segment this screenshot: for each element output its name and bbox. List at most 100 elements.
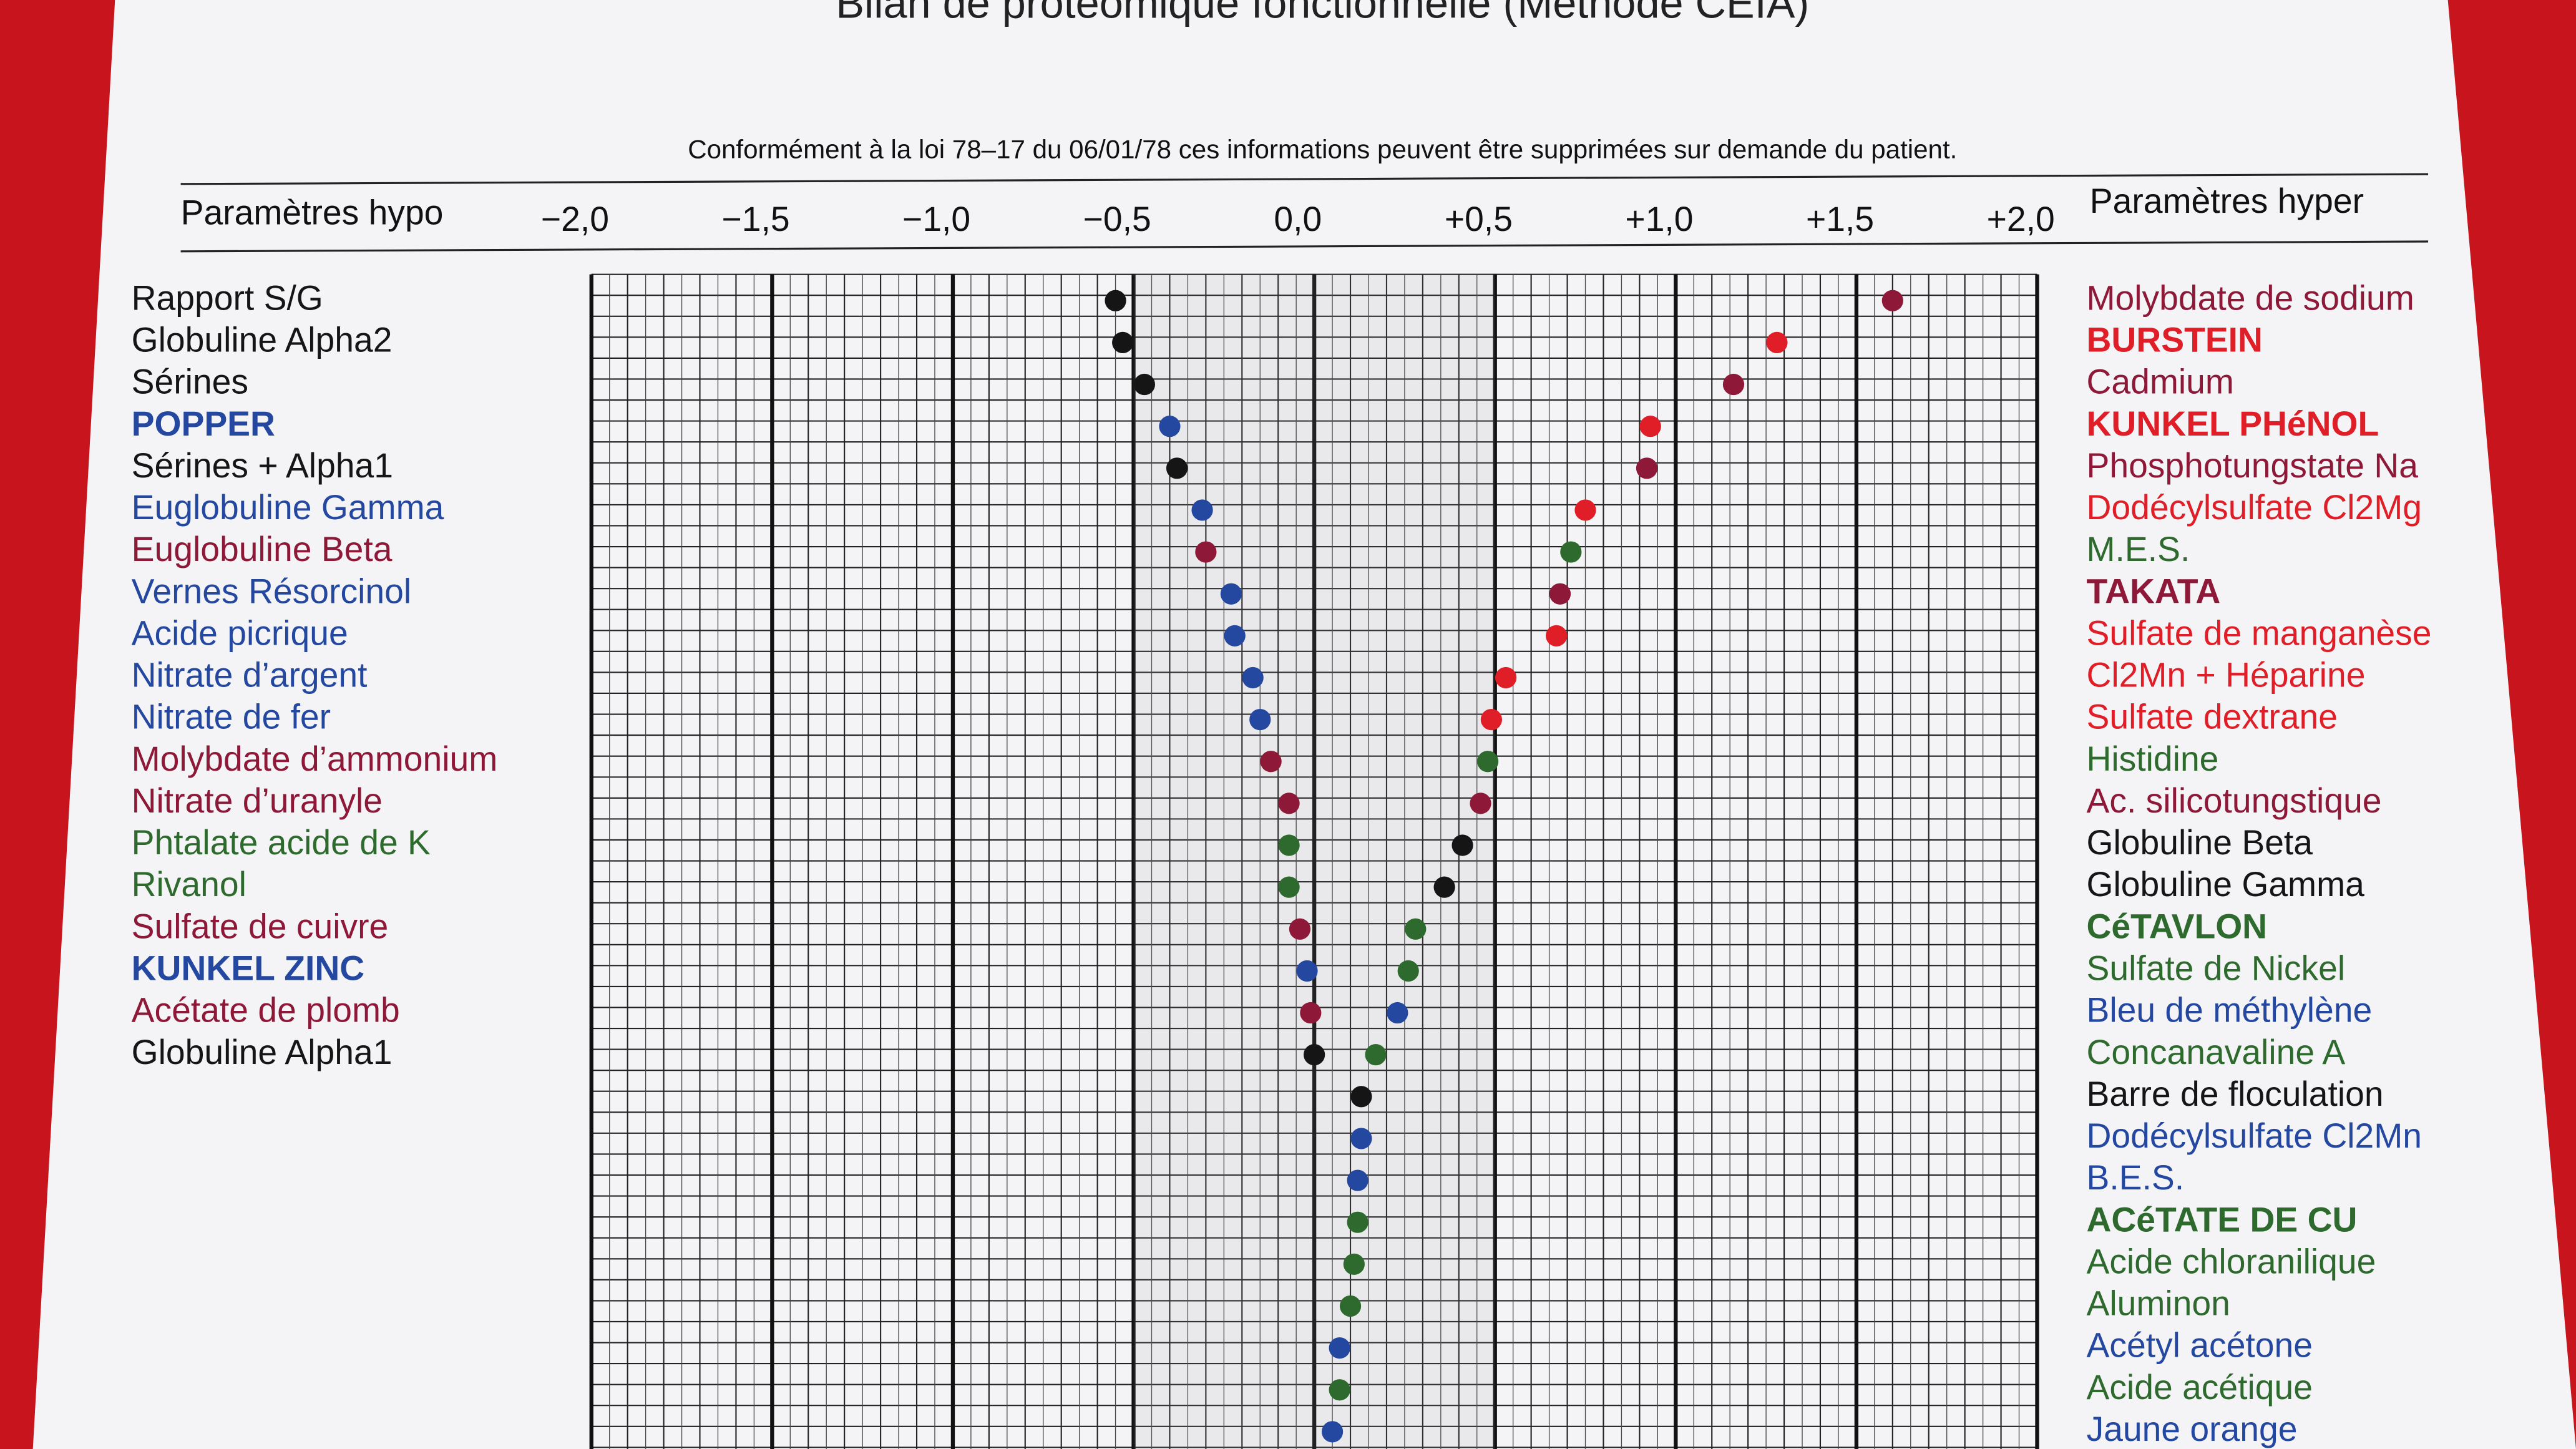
dot (1722, 373, 1745, 396)
dot (1365, 1044, 1387, 1066)
x-tick-label: +1,0 (1625, 200, 1693, 238)
parameter-label: Euglobuline Gamma (132, 488, 444, 527)
notice: Conformément à la loi 78–17 du 06/01/78 … (688, 134, 1957, 163)
dot (1191, 499, 1213, 521)
x-tick-label: −1,0 (902, 200, 970, 238)
dot (1195, 541, 1217, 563)
parameter-label: Cadmium (2086, 363, 2233, 401)
parameter-label: Acide acétique (2086, 1368, 2313, 1407)
dot (1329, 1337, 1350, 1359)
dot (1347, 1169, 1368, 1191)
parameter-label: Phosphotungstate Na (2086, 446, 2418, 485)
parameter-label: Acétyl acétone (2086, 1326, 2313, 1365)
dot (1347, 1211, 1368, 1233)
parameter-label: Acide chloranilique (2086, 1242, 2376, 1281)
parameter-label: Dodécylsulfate Cl2Mg (2086, 488, 2422, 527)
left-axis-label: Paramètres hypo (181, 193, 444, 232)
dot (1242, 666, 1264, 689)
dot (1480, 708, 1503, 731)
dot (1289, 918, 1311, 940)
dot (1350, 1086, 1372, 1108)
parameter-label: Nitrate d’argent (132, 656, 368, 695)
x-tick-label: +1,5 (1806, 200, 1874, 238)
parameter-label: Globuline Beta (2086, 823, 2313, 862)
parameter-label: Molybdate de sodium (2086, 278, 2414, 317)
dot (1397, 960, 1419, 982)
parameter-label: Molybdate d’ammonium (132, 739, 498, 778)
parameter-label: Bleu de méthylène (2086, 991, 2372, 1030)
zone (1133, 274, 1495, 1449)
dot (1881, 290, 1903, 311)
chart-title: Bilan de protéomique fonctionnelle (Méth… (836, 0, 1809, 27)
parameter-label: Globuline Alpha1 (132, 1033, 393, 1071)
dot (1636, 457, 1658, 479)
parameter-label: KUNKEL PHéNOL (2086, 404, 2379, 443)
dot (1278, 834, 1300, 856)
parameter-label: Sulfate de Nickel (2086, 949, 2345, 988)
parameter-label: Acétate de plomb (132, 991, 400, 1030)
dot (1495, 666, 1517, 689)
dot (1387, 1002, 1408, 1024)
parameter-label: Acide picrique (132, 613, 348, 652)
dot (1321, 1421, 1344, 1443)
dot (1105, 290, 1126, 311)
parameter-label: Barre de floculation (2086, 1075, 2383, 1113)
dot (1220, 583, 1242, 605)
dot (1133, 373, 1156, 396)
parameter-label: Rapport S/G (132, 278, 323, 317)
parameter-label: Globuline Gamma (2086, 865, 2364, 904)
dot (1278, 793, 1300, 814)
parameter-label: Euglobuline Beta (132, 530, 393, 568)
x-tick-label: −0,5 (1083, 200, 1151, 238)
parameter-label: Sulfate de cuivre (132, 907, 389, 945)
right-axis-label: Paramètres hyper (2090, 182, 2364, 220)
x-tick-label: 0,0 (1274, 200, 1322, 238)
dot (1350, 1128, 1372, 1149)
header-rule (180, 240, 2429, 253)
dot (1278, 876, 1300, 898)
parameter-label: Jaune orange (2086, 1410, 2297, 1448)
parameter-label: Nitrate de fer (132, 698, 331, 736)
dot (1249, 708, 1271, 731)
parameter-label: Ac. silicotungstique (2086, 781, 2381, 820)
x-tick-label: −2,0 (541, 200, 609, 238)
dot (1304, 1044, 1325, 1066)
parameter-label: Sérines (132, 363, 248, 401)
dot (1549, 583, 1571, 605)
parameter-label: B.E.S. (2086, 1158, 2184, 1197)
dot (1300, 1002, 1322, 1024)
parameter-label: CéTAVLON (2086, 907, 2267, 945)
parameter-label: BURSTEIN (2086, 321, 2262, 359)
dot (1574, 499, 1596, 521)
dot (1451, 834, 1473, 856)
x-tick-label: +0,5 (1445, 200, 1513, 238)
parameter-label: Cl2Mn + Héparine (2086, 656, 2365, 695)
dot (1477, 751, 1499, 773)
parameter-label: Histidine (2086, 739, 2218, 778)
parameter-label: M.E.S. (2086, 530, 2190, 568)
dot (1546, 625, 1568, 646)
dot (1405, 918, 1427, 940)
parameter-label: Nitrate d’uranyle (132, 781, 383, 820)
parameter-label: Phtalate acide de K (132, 823, 431, 862)
x-tick-label: −1,5 (721, 200, 789, 238)
dot (1766, 331, 1788, 354)
x-tick-label: +2,0 (1987, 200, 2055, 238)
parameter-label: Aluminon (2086, 1284, 2230, 1323)
dot (1224, 625, 1246, 646)
dot (1339, 1295, 1362, 1317)
dot (1639, 416, 1661, 437)
parameter-label: Sulfate de manganèse (2086, 613, 2431, 652)
dot (1343, 1253, 1365, 1275)
parameter-label: Globuline Alpha2 (132, 321, 393, 359)
dot (1329, 1379, 1350, 1401)
dot (1166, 457, 1188, 479)
dot (1470, 793, 1491, 814)
dot (1433, 876, 1455, 898)
paper (32, 0, 2576, 1449)
dot (1112, 331, 1134, 354)
dot (1159, 416, 1181, 437)
parameter-label: Dodécylsulfate Cl2Mn (2086, 1116, 2422, 1155)
dot (1560, 541, 1582, 563)
